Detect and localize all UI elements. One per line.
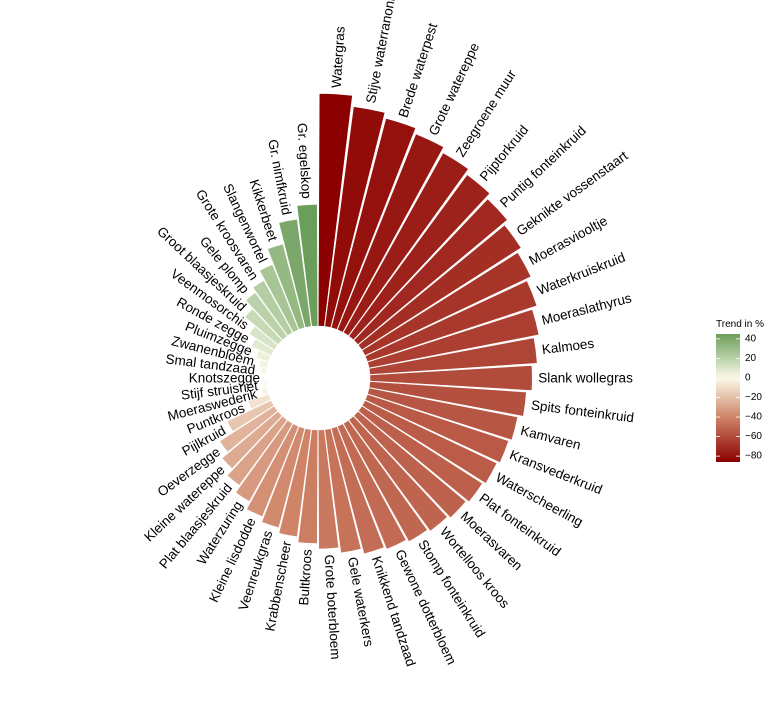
bar bbox=[296, 203, 319, 327]
bar bbox=[251, 338, 275, 357]
bar bbox=[219, 405, 279, 453]
bar bbox=[336, 423, 407, 550]
species-label: Geknikte vossenstaart bbox=[514, 148, 631, 239]
bar bbox=[226, 399, 275, 432]
legend-tick-label: 20 bbox=[745, 353, 757, 364]
bar bbox=[267, 243, 306, 330]
legend-tick-label: −40 bbox=[745, 412, 762, 423]
legend-ticks-group: 40 20 0 −20 −40 −60 −80 bbox=[716, 333, 762, 462]
bar bbox=[247, 393, 272, 410]
species-label: Gr. egelskop bbox=[294, 123, 314, 200]
bar bbox=[258, 359, 269, 369]
species-label: Wortelloos kroos bbox=[437, 524, 513, 611]
bar bbox=[367, 309, 540, 369]
legend-title: Trend in % bbox=[716, 319, 764, 330]
species-label: Bultkroos bbox=[296, 549, 315, 606]
species-label: Moeraslathyrus bbox=[540, 290, 633, 328]
bar bbox=[278, 428, 312, 538]
species-label: Brede waterpest bbox=[396, 21, 441, 119]
legend-colorbar bbox=[716, 334, 740, 462]
bar bbox=[235, 419, 294, 502]
bar bbox=[297, 429, 319, 544]
bar bbox=[244, 308, 283, 346]
bar bbox=[367, 387, 519, 441]
legend-tick-label: −60 bbox=[745, 431, 762, 442]
bar bbox=[364, 393, 510, 464]
bar bbox=[348, 415, 448, 532]
bar bbox=[324, 428, 362, 554]
species-label: Watergras bbox=[329, 26, 348, 89]
bar bbox=[348, 174, 491, 341]
species-label: Slank wollegras bbox=[538, 371, 633, 386]
bar bbox=[342, 152, 469, 337]
species-label: Gele waterkers bbox=[345, 556, 377, 648]
species-label: Grote boterbloem bbox=[322, 554, 344, 660]
bar bbox=[353, 198, 508, 346]
bar bbox=[330, 117, 417, 330]
bar bbox=[357, 224, 522, 351]
species-label: Knotszegge bbox=[189, 371, 260, 386]
legend: Trend in % 40 20 0 −20 −40 −60 −80 bbox=[716, 319, 764, 462]
bar bbox=[246, 423, 300, 518]
bar bbox=[245, 292, 288, 341]
legend-tick-label: 40 bbox=[745, 333, 757, 344]
bar bbox=[317, 93, 353, 327]
legend-tick-label: 0 bbox=[745, 372, 751, 383]
legend-tick-label: −20 bbox=[745, 392, 762, 403]
bar bbox=[259, 264, 300, 333]
bars-group bbox=[219, 93, 540, 555]
bar bbox=[261, 387, 269, 396]
bar bbox=[260, 367, 268, 375]
bar bbox=[336, 133, 445, 333]
bar bbox=[361, 399, 498, 484]
bar bbox=[369, 365, 533, 391]
bar bbox=[261, 426, 306, 529]
bar bbox=[330, 426, 385, 555]
bar bbox=[361, 252, 532, 357]
bar bbox=[342, 419, 428, 543]
bar bbox=[252, 280, 294, 337]
species-label: Spits fonteinkruid bbox=[530, 397, 635, 425]
bar bbox=[263, 381, 268, 389]
bar bbox=[226, 415, 288, 486]
bar bbox=[255, 349, 272, 363]
bar bbox=[324, 106, 386, 328]
legend-tick-label: −80 bbox=[745, 451, 762, 462]
species-label: Kalmoes bbox=[541, 336, 595, 357]
bar bbox=[248, 325, 279, 351]
bar bbox=[368, 381, 527, 417]
bar bbox=[357, 405, 483, 503]
species-label: Stijve waterranonkel bbox=[363, 0, 401, 105]
bar bbox=[317, 429, 340, 550]
bar bbox=[221, 410, 283, 470]
bar bbox=[278, 218, 312, 328]
bar bbox=[368, 337, 538, 375]
bar bbox=[364, 280, 538, 363]
bar bbox=[353, 410, 467, 519]
species-label: Kamvaren bbox=[519, 423, 582, 453]
